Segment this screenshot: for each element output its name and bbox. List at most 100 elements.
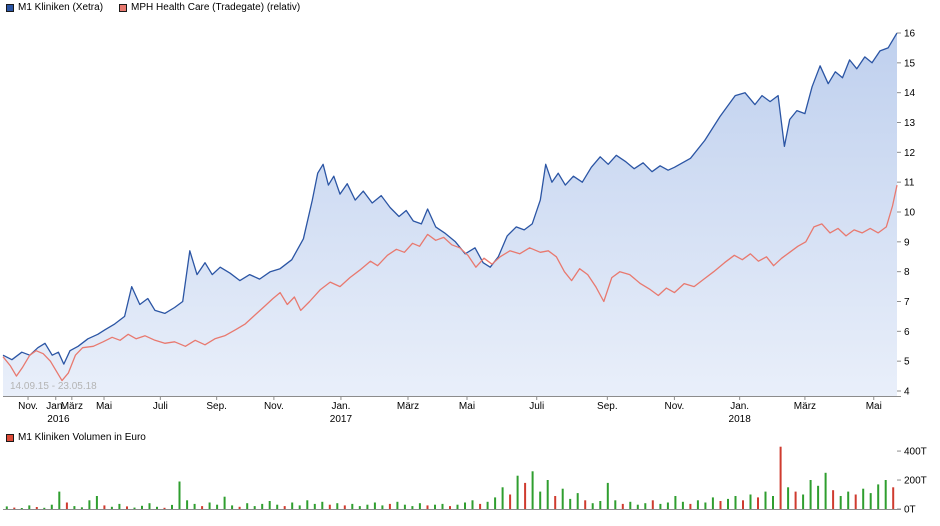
- volume-bar: [171, 504, 173, 509]
- volume-bar: [298, 505, 301, 509]
- mph-price-line: [2, 184, 898, 382]
- volume-bar: [599, 501, 602, 509]
- volume-bar: [621, 503, 624, 509]
- volume-bar: [696, 500, 699, 509]
- volume-bar: [711, 497, 714, 509]
- volume-axis-label: 0T: [904, 505, 916, 516]
- volume-bar: [509, 494, 512, 509]
- volume-bar: [884, 480, 887, 509]
- volume-bar: [869, 493, 872, 509]
- volume-bar: [163, 507, 166, 509]
- legend-item-m1-kliniken: M1 Kliniken (Xetra): [6, 2, 103, 14]
- volume-bar: [201, 506, 204, 509]
- volume-bar: [501, 487, 504, 509]
- x-axis-label: Nov.: [664, 401, 684, 412]
- volume-bar: [343, 505, 346, 509]
- volume-bar: [5, 506, 8, 509]
- volume-bar: [268, 501, 271, 509]
- m1-series-label: M1 Kliniken (Xetra): [18, 2, 104, 13]
- y-axis-label: 7: [904, 297, 910, 308]
- volume-bar: [681, 501, 684, 509]
- volume-axis-label: 200T: [904, 476, 927, 487]
- volume-axis-label: 400T: [904, 447, 927, 458]
- volume-bar: [772, 496, 774, 509]
- mph-series-swatch: [119, 4, 128, 12]
- volume-bar: [546, 480, 549, 509]
- volume-chart-legend: M1 Kliniken Volumen in Euro: [6, 432, 146, 444]
- volume-bar: [862, 488, 865, 509]
- m1-series-swatch: [6, 4, 14, 12]
- m1-price-area: [3, 33, 897, 396]
- legend-item-volume: M1 Kliniken Volumen in Euro: [6, 432, 146, 444]
- y-axis-label: 4: [904, 387, 910, 398]
- volume-bar: [50, 504, 53, 509]
- volume-bar: [426, 505, 429, 509]
- y-axis-label: 9: [904, 237, 910, 248]
- volume-bar: [253, 506, 256, 509]
- volume-bar: [456, 504, 459, 509]
- volume-bar: [794, 491, 797, 509]
- x-axis-label: Jan.: [46, 401, 65, 412]
- volume-bar: [689, 503, 692, 509]
- volume-bar: [847, 491, 850, 509]
- volume-bar: [133, 507, 136, 509]
- volume-bar: [704, 502, 707, 509]
- volume-bar: [13, 507, 16, 509]
- y-axis-label: 12: [904, 148, 916, 159]
- y-axis-label: 10: [904, 208, 916, 219]
- volume-bar: [584, 500, 587, 509]
- volume-bar: [418, 503, 421, 509]
- volume-bar: [539, 491, 542, 509]
- volume-bar: [313, 503, 316, 509]
- volume-bar: [336, 503, 339, 509]
- volume-bar: [644, 503, 647, 509]
- legend-item-mph-health-care: MPH Health Care (Tradegate) (relativ): [119, 2, 300, 14]
- x-axis-label: März: [794, 401, 816, 412]
- volume-bar: [824, 472, 827, 509]
- volume-bar: [651, 500, 654, 509]
- volume-bar: [554, 496, 557, 509]
- volume-bar: [193, 503, 196, 509]
- volume-bar: [231, 505, 234, 509]
- x-axis-label: Sep.: [597, 401, 618, 412]
- x-axis-label: Sep.: [206, 401, 227, 412]
- year-label: 2017: [330, 414, 353, 425]
- volume-bar: [591, 503, 594, 509]
- y-axis-label: 13: [904, 118, 916, 129]
- volume-bar: [659, 503, 662, 509]
- volume-bar: [629, 501, 632, 509]
- volume-bar: [208, 502, 211, 509]
- volume-bar: [178, 481, 181, 509]
- volume-bar: [802, 494, 805, 509]
- volume-bar: [839, 496, 842, 509]
- x-axis-label: Mai: [866, 401, 882, 412]
- volume-bar: [479, 503, 482, 509]
- volume-bar: [58, 491, 61, 509]
- year-label: 2016: [47, 414, 70, 425]
- volume-bar: [366, 504, 369, 509]
- volume-bar: [103, 505, 106, 509]
- volume-bar: [261, 503, 264, 509]
- x-axis-label: Nov.: [264, 401, 284, 412]
- x-axis-label: Mai: [96, 401, 112, 412]
- volume-bar: [779, 446, 782, 509]
- volume-bar: [892, 487, 895, 509]
- volume-bar: [817, 485, 820, 509]
- volume-bar: [396, 501, 399, 509]
- volume-bar: [291, 502, 294, 509]
- volume-bar: [126, 506, 128, 509]
- volume-bar: [561, 488, 564, 509]
- volume-bar: [524, 482, 527, 509]
- x-axis-label: Juli: [153, 401, 168, 412]
- volume-bar: [757, 497, 759, 509]
- volume-bar: [328, 504, 331, 509]
- volume-bar: [110, 506, 113, 509]
- year-label: 2018: [729, 414, 752, 425]
- volume-bar: [276, 504, 279, 509]
- volume-bar: [441, 503, 444, 509]
- volume-bar: [73, 506, 76, 509]
- volume-bar: [464, 502, 466, 509]
- volume-bar: [749, 494, 752, 509]
- volume-bar: [877, 484, 880, 509]
